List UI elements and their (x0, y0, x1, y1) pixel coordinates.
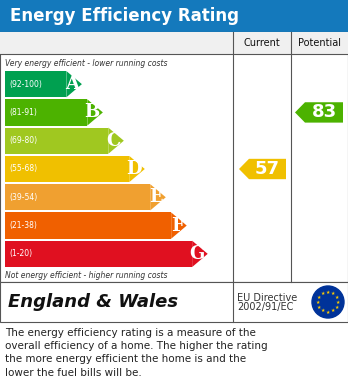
Text: ★: ★ (321, 291, 325, 296)
Text: ★: ★ (334, 305, 339, 310)
Text: 2002/91/EC: 2002/91/EC (237, 302, 293, 312)
Text: 57: 57 (255, 160, 280, 178)
Bar (5, 241, 192, 267)
Text: 83: 83 (311, 104, 337, 122)
Text: D: D (126, 160, 142, 178)
Text: C: C (106, 132, 121, 150)
Text: ★: ★ (336, 300, 340, 305)
Text: (92-100): (92-100) (9, 80, 42, 89)
Text: (1-20): (1-20) (9, 249, 32, 258)
Text: EU Directive: EU Directive (237, 293, 297, 303)
Polygon shape (108, 127, 124, 154)
Bar (5, 99, 87, 126)
Text: (39-54): (39-54) (9, 193, 37, 202)
Text: Not energy efficient - higher running costs: Not energy efficient - higher running co… (5, 271, 167, 280)
Polygon shape (150, 184, 166, 210)
Polygon shape (192, 241, 208, 267)
Text: Current: Current (244, 38, 280, 48)
Polygon shape (87, 99, 103, 126)
Text: ★: ★ (321, 308, 325, 313)
Bar (0, 32, 348, 282)
Polygon shape (129, 156, 145, 182)
Text: E: E (149, 188, 163, 206)
Text: ★: ★ (317, 294, 322, 300)
Polygon shape (66, 71, 82, 97)
Polygon shape (239, 159, 286, 179)
Text: F: F (171, 217, 184, 235)
Text: (55-68): (55-68) (9, 165, 37, 174)
Text: ★: ★ (334, 294, 339, 300)
Bar (5, 156, 129, 182)
Text: (81-91): (81-91) (9, 108, 37, 117)
Text: ★: ★ (326, 310, 330, 314)
Text: England & Wales: England & Wales (8, 293, 178, 311)
Circle shape (312, 286, 344, 318)
Bar (5, 184, 150, 210)
Bar (5, 212, 171, 239)
Text: (69-80): (69-80) (9, 136, 37, 145)
Bar (0, 0, 348, 32)
Bar (5, 71, 66, 97)
Bar (0, 32, 348, 54)
Text: (21-38): (21-38) (9, 221, 37, 230)
Text: Energy Efficiency Rating: Energy Efficiency Rating (10, 7, 239, 25)
Bar (0, 282, 348, 322)
Text: ★: ★ (326, 289, 330, 294)
Text: Potential: Potential (298, 38, 341, 48)
Text: G: G (189, 245, 205, 263)
Text: ★: ★ (316, 300, 320, 305)
Text: ★: ★ (331, 308, 335, 313)
Polygon shape (171, 212, 187, 239)
Text: ★: ★ (331, 291, 335, 296)
Bar (5, 127, 108, 154)
Polygon shape (295, 102, 343, 123)
Text: A: A (65, 75, 79, 93)
Text: Very energy efficient - lower running costs: Very energy efficient - lower running co… (5, 59, 167, 68)
Text: ★: ★ (317, 305, 322, 310)
Text: The energy efficiency rating is a measure of the
overall efficiency of a home. T: The energy efficiency rating is a measur… (5, 328, 268, 378)
Text: B: B (85, 104, 100, 122)
